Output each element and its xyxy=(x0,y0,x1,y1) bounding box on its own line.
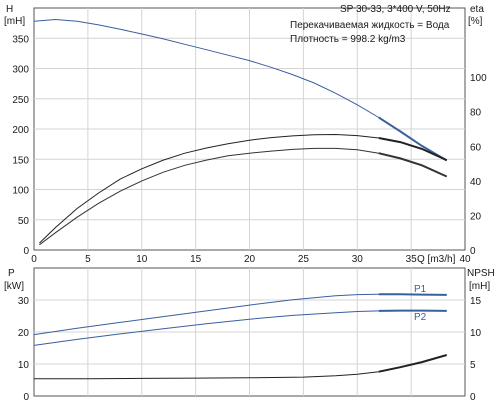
lower-panel: 0 10 20 30 0 5 10 15 P [kW] NPSH [mH] P1 P2 xyxy=(4,267,495,400)
upper-left-tick-150: 150 xyxy=(12,155,29,166)
lower-series-2-operating-range xyxy=(378,354,447,373)
lower-left-tick-labels: 0 10 20 30 xyxy=(18,296,30,400)
upper-right-tick-60: 60 xyxy=(470,142,482,153)
annotation-liquid: Перекачиваемая жидкость = Вода xyxy=(290,20,450,31)
x-tick-15: 15 xyxy=(190,254,202,265)
chart-title: SP 30-33, 3*400 V, 50Hz xyxy=(340,4,451,15)
upper-series-2-line xyxy=(39,147,447,246)
lower-right-tick-labels: 0 5 10 15 xyxy=(470,296,482,400)
lower-left-tick-0: 0 xyxy=(23,392,29,400)
upper-grid xyxy=(34,8,465,250)
y-left-label-lower-line2: [kW] xyxy=(4,281,24,292)
x-axis-label: Q [m3/h] xyxy=(417,254,456,265)
upper-right-tick-labels: 0 20 40 60 80 100 xyxy=(470,73,487,257)
upper-series-1-line xyxy=(39,133,447,244)
upper-series-0-operating-range xyxy=(378,116,448,162)
upper-x-tick-labels: 0 5 10 15 20 25 30 35 40 xyxy=(31,254,471,265)
upper-left-tick-100: 100 xyxy=(12,186,29,197)
series-label-p1: P1 xyxy=(414,284,427,295)
upper-left-tick-350: 350 xyxy=(12,34,29,45)
upper-series-2-operating-range xyxy=(378,152,448,178)
lower-right-tick-10: 10 xyxy=(470,328,482,339)
y-right-label-lower-line2: [mH] xyxy=(469,281,490,292)
lower-left-tick-20: 20 xyxy=(18,328,30,339)
upper-left-tick-labels: 0 50 100 150 200 250 300 350 xyxy=(12,34,29,257)
upper-right-tick-0: 0 xyxy=(470,246,476,257)
lower-series-2-line xyxy=(34,354,447,380)
lower-right-tick-0: 0 xyxy=(470,392,476,400)
upper-left-tick-0: 0 xyxy=(23,246,29,257)
y-left-label-upper-line1: H xyxy=(6,4,13,15)
upper-right-tick-20: 20 xyxy=(470,211,482,222)
annotation-density: Плотность = 998.2 kg/m3 xyxy=(290,34,406,45)
lower-right-tick-5: 5 xyxy=(470,360,476,371)
upper-right-tick-80: 80 xyxy=(470,108,482,119)
upper-right-tick-40: 40 xyxy=(470,177,482,188)
y-right-label-upper-line1: eta xyxy=(470,4,484,15)
upper-right-tick-100: 100 xyxy=(470,73,487,84)
lower-series xyxy=(33,293,447,380)
upper-series-0-line xyxy=(33,18,447,161)
x-tick-20: 20 xyxy=(244,254,256,265)
lower-series-1-line xyxy=(33,310,447,346)
x-tick-5: 5 xyxy=(85,254,91,265)
chart-annotations: SP 30-33, 3*400 V, 50Hz Перекачиваемая ж… xyxy=(290,4,451,45)
x-tick-25: 25 xyxy=(298,254,310,265)
upper-left-tick-250: 250 xyxy=(12,95,29,106)
x-tick-30: 30 xyxy=(352,254,364,265)
lower-series-0-operating-range xyxy=(378,293,447,296)
lower-grid xyxy=(34,268,465,396)
y-right-label-lower-line1: NPSH xyxy=(467,268,495,279)
upper-left-tick-50: 50 xyxy=(18,216,30,227)
x-tick-0: 0 xyxy=(31,254,37,265)
x-tick-10: 10 xyxy=(136,254,148,265)
upper-series-1-operating-range xyxy=(378,137,448,162)
lower-left-tick-10: 10 xyxy=(18,360,30,371)
y-left-label-lower-line1: P xyxy=(8,268,15,279)
y-left-label-upper-line2: [mH] xyxy=(4,16,25,27)
upper-left-tick-200: 200 xyxy=(12,125,29,136)
lower-right-tick-15: 15 xyxy=(470,296,482,307)
upper-series xyxy=(33,18,448,246)
upper-left-tick-300: 300 xyxy=(12,65,29,76)
lower-left-tick-30: 30 xyxy=(18,296,30,307)
x-tick-40: 40 xyxy=(459,254,471,265)
y-right-label-upper-line2: [%] xyxy=(468,16,483,27)
series-label-p2: P2 xyxy=(414,312,427,323)
x-tick-35: 35 xyxy=(406,254,418,265)
